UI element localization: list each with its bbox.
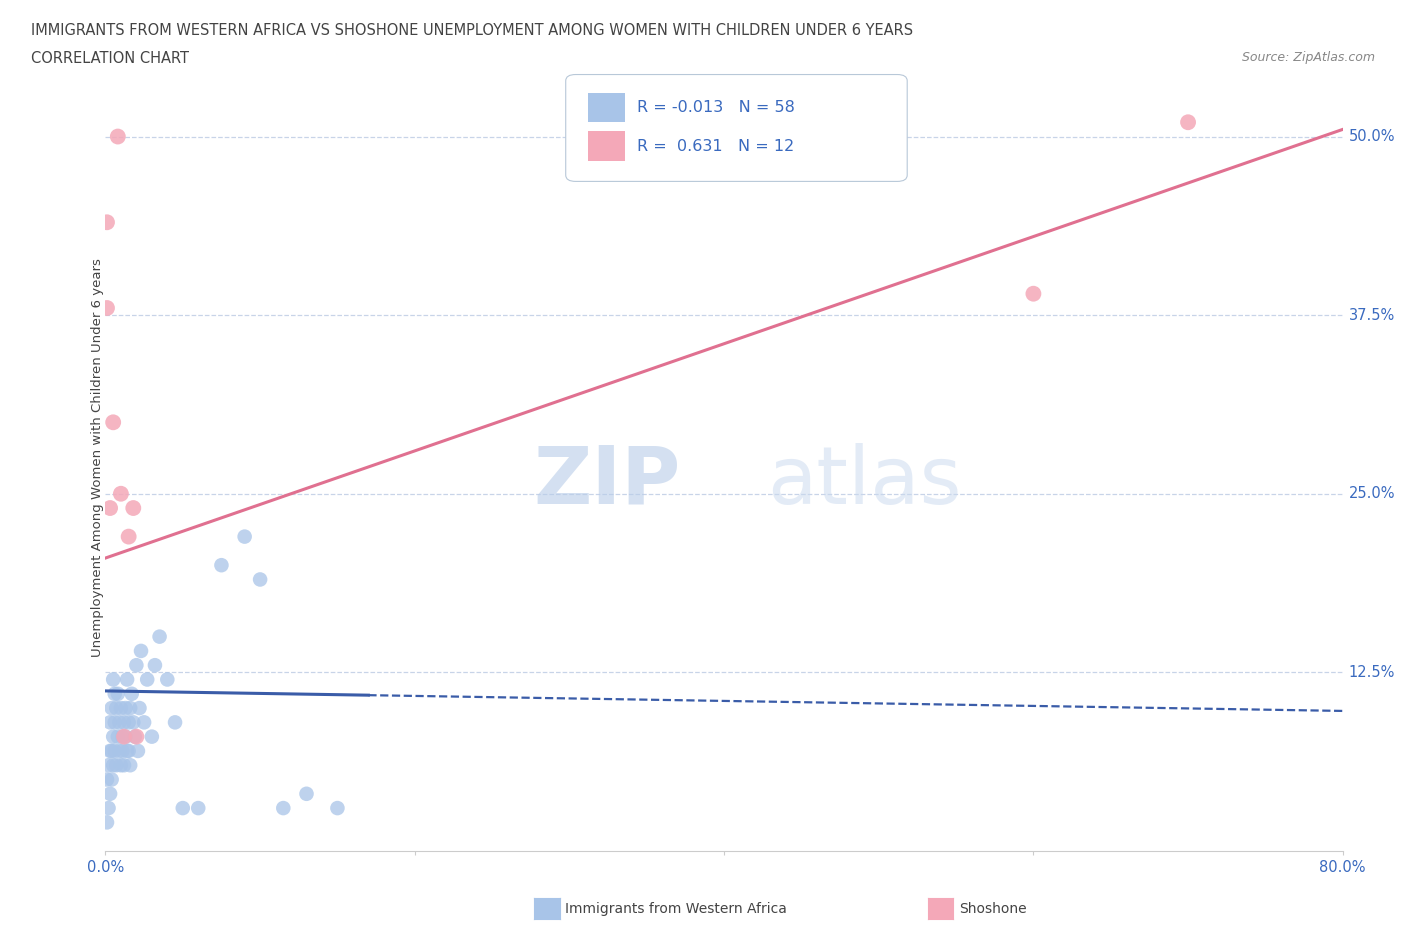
Point: [105, 758, 128, 773]
Text: 50.0%: 50.0%: [1348, 129, 1395, 144]
Point: [108, 743, 131, 758]
Point: [103, 729, 124, 744]
Point: [114, 700, 136, 715]
Point: [122, 715, 145, 730]
Point: [120, 758, 142, 773]
Point: [103, 758, 124, 773]
Point: [98, 743, 121, 758]
Text: 25.0%: 25.0%: [1348, 486, 1395, 501]
Point: [103, 415, 124, 430]
Point: [97, 801, 120, 816]
Point: [107, 129, 129, 144]
Point: [98, 787, 121, 802]
Point: [115, 743, 138, 758]
Text: R =  0.631   N = 12: R = 0.631 N = 12: [637, 139, 794, 153]
Point: [103, 672, 124, 687]
Point: [128, 700, 150, 715]
Point: [211, 558, 233, 573]
Point: [112, 715, 135, 730]
Point: [129, 644, 152, 658]
Point: [149, 630, 172, 644]
Point: [326, 801, 349, 816]
Point: [125, 729, 148, 744]
Point: [110, 486, 132, 501]
Point: [141, 729, 163, 744]
Point: [118, 529, 141, 544]
Point: [115, 672, 138, 687]
Point: [104, 743, 127, 758]
Point: [233, 529, 256, 544]
Bar: [588, 93, 626, 123]
Text: Source: ZipAtlas.com: Source: ZipAtlas.com: [1241, 51, 1375, 64]
Point: [98, 500, 121, 515]
Y-axis label: Unemployment Among Women with Children Under 6 years: Unemployment Among Women with Children U…: [90, 259, 104, 658]
Point: [118, 715, 141, 730]
Point: [124, 729, 146, 744]
Point: [108, 715, 131, 730]
Point: [163, 715, 186, 730]
Point: [104, 715, 127, 730]
Point: [114, 729, 136, 744]
Point: [118, 743, 141, 758]
Point: [96, 215, 118, 230]
Text: Shoshone: Shoshone: [959, 901, 1026, 916]
Text: 12.5%: 12.5%: [1348, 665, 1395, 680]
Point: [105, 700, 128, 715]
Point: [111, 729, 134, 744]
Point: [100, 700, 122, 715]
Point: [104, 686, 127, 701]
Point: [249, 572, 271, 587]
Point: [187, 801, 209, 816]
Point: [127, 743, 149, 758]
Point: [111, 743, 134, 758]
Point: [136, 672, 159, 687]
Point: [132, 715, 156, 730]
Point: [112, 729, 135, 744]
Point: [97, 758, 120, 773]
Point: [100, 743, 122, 758]
FancyBboxPatch shape: [565, 74, 907, 181]
Point: [143, 658, 166, 672]
Point: [122, 500, 145, 515]
Point: [96, 815, 118, 830]
Bar: [588, 131, 626, 161]
Point: [96, 772, 118, 787]
Point: [295, 787, 318, 802]
Text: atlas: atlas: [768, 443, 962, 521]
Point: [1177, 114, 1199, 129]
Text: CORRELATION CHART: CORRELATION CHART: [31, 51, 188, 66]
Point: [156, 672, 179, 687]
Text: 37.5%: 37.5%: [1348, 308, 1395, 323]
Point: [125, 658, 148, 672]
Point: [120, 700, 142, 715]
Text: IMMIGRANTS FROM WESTERN AFRICA VS SHOSHONE UNEMPLOYMENT AMONG WOMEN WITH CHILDRE: IMMIGRANTS FROM WESTERN AFRICA VS SHOSHO…: [31, 23, 912, 38]
Point: [110, 700, 132, 715]
Point: [100, 772, 122, 787]
Point: [273, 801, 295, 816]
Text: R = -0.013   N = 58: R = -0.013 N = 58: [637, 100, 796, 115]
Point: [1022, 286, 1045, 301]
Point: [121, 686, 143, 701]
Text: Immigrants from Western Africa: Immigrants from Western Africa: [565, 901, 787, 916]
Text: ZIP: ZIP: [533, 443, 681, 521]
Point: [112, 758, 135, 773]
Point: [98, 715, 121, 730]
Point: [107, 686, 129, 701]
Point: [96, 300, 118, 315]
Point: [107, 729, 129, 744]
Point: [110, 758, 132, 773]
Point: [172, 801, 194, 816]
